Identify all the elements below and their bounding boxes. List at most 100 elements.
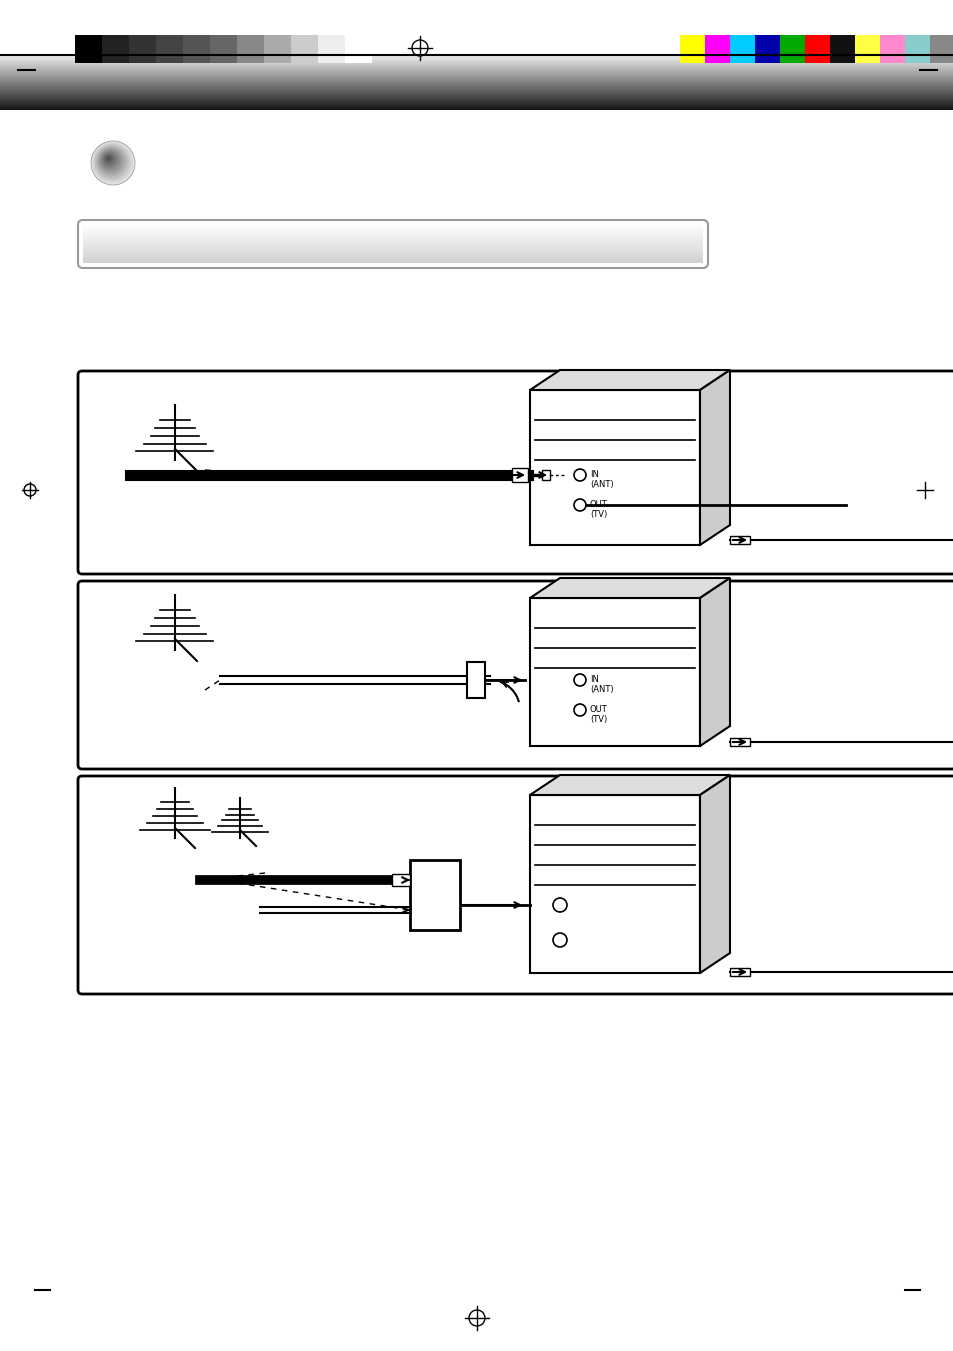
Bar: [345, 35, 372, 63]
Bar: [754, 35, 780, 63]
Bar: [83, 250, 702, 251]
Circle shape: [553, 934, 566, 947]
Bar: [829, 35, 854, 63]
Polygon shape: [530, 775, 729, 794]
Bar: [83, 255, 702, 257]
Circle shape: [99, 149, 123, 173]
Circle shape: [107, 157, 111, 161]
Bar: [83, 242, 702, 245]
Bar: [291, 35, 317, 63]
Bar: [210, 35, 236, 63]
Circle shape: [105, 155, 112, 162]
Bar: [83, 226, 702, 227]
Bar: [83, 254, 702, 255]
Bar: [804, 35, 829, 63]
Circle shape: [101, 151, 119, 169]
Bar: [467, 662, 484, 698]
Polygon shape: [700, 775, 729, 973]
Circle shape: [95, 146, 128, 178]
Bar: [83, 251, 702, 254]
Polygon shape: [700, 578, 729, 746]
Circle shape: [105, 155, 113, 163]
Bar: [729, 969, 749, 975]
Text: IN
(ANT): IN (ANT): [589, 676, 613, 694]
Circle shape: [100, 150, 120, 170]
Circle shape: [103, 153, 115, 166]
Bar: [264, 35, 291, 63]
Circle shape: [100, 150, 121, 172]
Bar: [83, 228, 702, 231]
Bar: [780, 35, 804, 63]
Bar: [317, 35, 345, 63]
Text: IN
(ANT): IN (ANT): [589, 470, 613, 489]
FancyBboxPatch shape: [78, 372, 953, 574]
Bar: [879, 35, 904, 63]
Bar: [530, 794, 700, 973]
Circle shape: [92, 143, 133, 184]
Text: OUT
(TV): OUT (TV): [589, 500, 607, 519]
Bar: [83, 232, 702, 235]
Circle shape: [574, 674, 585, 686]
Bar: [530, 390, 700, 544]
Bar: [83, 261, 702, 263]
Bar: [83, 238, 702, 240]
Circle shape: [574, 499, 585, 511]
Circle shape: [574, 469, 585, 481]
FancyBboxPatch shape: [78, 581, 953, 769]
Circle shape: [91, 142, 133, 184]
Circle shape: [96, 146, 127, 177]
Bar: [129, 35, 156, 63]
Bar: [156, 35, 183, 63]
Circle shape: [93, 143, 132, 182]
Circle shape: [99, 150, 122, 172]
Bar: [729, 35, 754, 63]
Text: OUT
(TV): OUT (TV): [589, 705, 607, 724]
Circle shape: [553, 898, 566, 912]
Bar: [904, 35, 929, 63]
Circle shape: [104, 154, 114, 165]
Bar: [929, 35, 953, 63]
Bar: [236, 35, 264, 63]
Polygon shape: [700, 370, 729, 544]
Circle shape: [95, 145, 129, 178]
Circle shape: [97, 147, 125, 176]
Polygon shape: [530, 578, 729, 598]
Bar: [75, 35, 102, 63]
Bar: [83, 245, 702, 246]
Circle shape: [94, 145, 130, 180]
Bar: [183, 35, 210, 63]
Bar: [83, 231, 702, 232]
Bar: [410, 861, 459, 929]
Circle shape: [93, 143, 132, 181]
Circle shape: [106, 155, 112, 162]
Bar: [83, 236, 702, 238]
Bar: [704, 35, 729, 63]
Polygon shape: [530, 370, 729, 390]
Bar: [541, 470, 550, 480]
Circle shape: [104, 154, 114, 163]
Bar: [83, 257, 702, 259]
Circle shape: [107, 157, 110, 159]
Bar: [392, 874, 410, 886]
Circle shape: [101, 151, 118, 169]
FancyBboxPatch shape: [78, 775, 953, 994]
Circle shape: [98, 147, 124, 174]
Bar: [83, 246, 702, 247]
Circle shape: [103, 153, 116, 166]
Circle shape: [108, 158, 109, 159]
Circle shape: [94, 145, 131, 181]
Bar: [679, 35, 704, 63]
Circle shape: [96, 147, 126, 176]
Bar: [729, 536, 749, 544]
Bar: [530, 598, 700, 746]
Circle shape: [574, 704, 585, 716]
Bar: [83, 259, 702, 261]
Bar: [512, 467, 527, 482]
Bar: [83, 227, 702, 228]
Bar: [83, 235, 702, 236]
Circle shape: [102, 153, 117, 168]
Bar: [102, 35, 129, 63]
Bar: [83, 247, 702, 250]
Bar: [854, 35, 879, 63]
Bar: [729, 738, 749, 746]
